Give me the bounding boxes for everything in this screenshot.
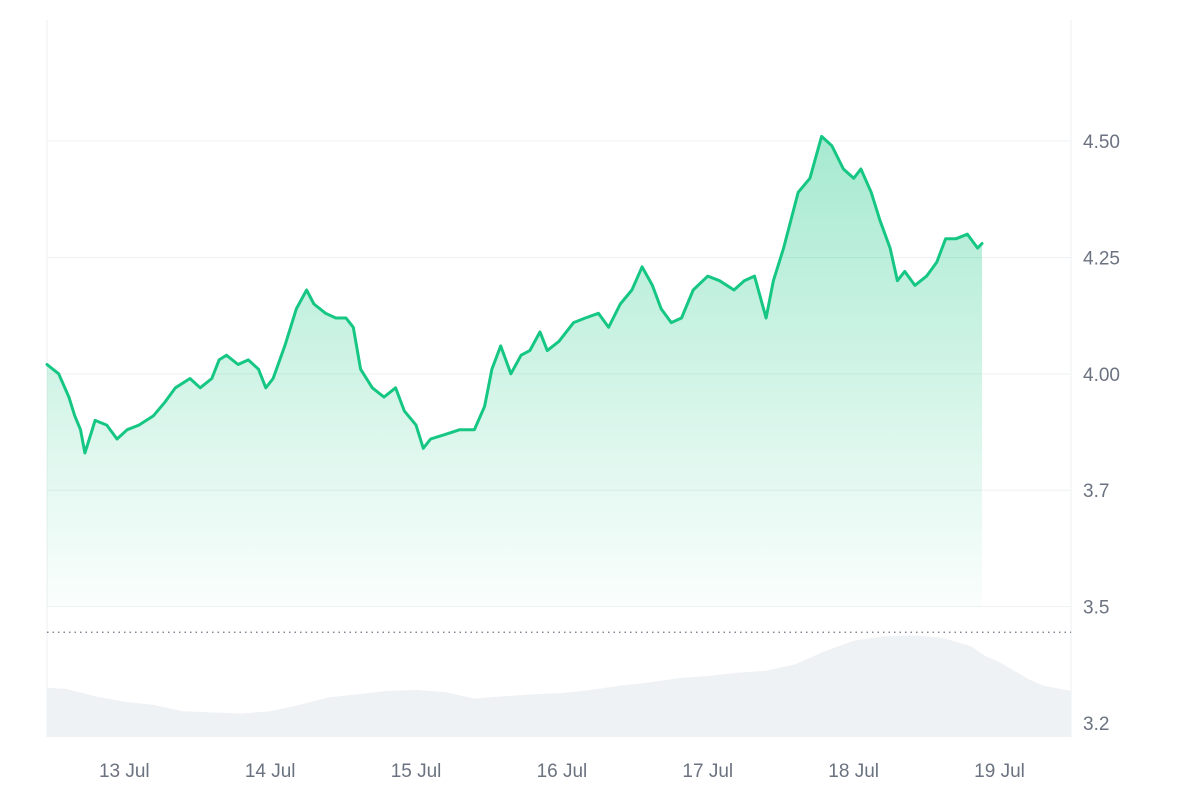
y-axis: 4.50 4.25 4.00 3.7 3.5 3.2 <box>1083 132 1120 735</box>
x-tick-label: 16 Jul <box>537 761 588 782</box>
y-tick-label: 4.25 <box>1083 248 1120 269</box>
x-tick-label: 17 Jul <box>682 761 733 782</box>
y-tick-label: 4.50 <box>1083 132 1120 153</box>
y-tick-label: 3.2 <box>1083 714 1109 735</box>
x-tick-label: 18 Jul <box>828 761 879 782</box>
y-tick-label: 3.7 <box>1083 481 1109 502</box>
y-tick-label: 3.5 <box>1083 598 1109 619</box>
volume-area <box>47 635 1071 737</box>
price-area <box>47 136 982 607</box>
y-tick-label: 4.00 <box>1083 365 1120 386</box>
price-area-fill <box>47 136 982 607</box>
x-tick-label: 14 Jul <box>245 761 296 782</box>
x-tick-label: 19 Jul <box>974 761 1025 782</box>
price-line <box>45 134 984 455</box>
price-series-line <box>45 134 984 455</box>
volume-shape <box>47 635 1071 737</box>
x-tick-label: 13 Jul <box>99 761 150 782</box>
x-tick-label: 15 Jul <box>391 761 442 782</box>
x-axis: 13 Jul 14 Jul 15 Jul 16 Jul 17 Jul 18 Jul 19 J… <box>99 761 1025 782</box>
